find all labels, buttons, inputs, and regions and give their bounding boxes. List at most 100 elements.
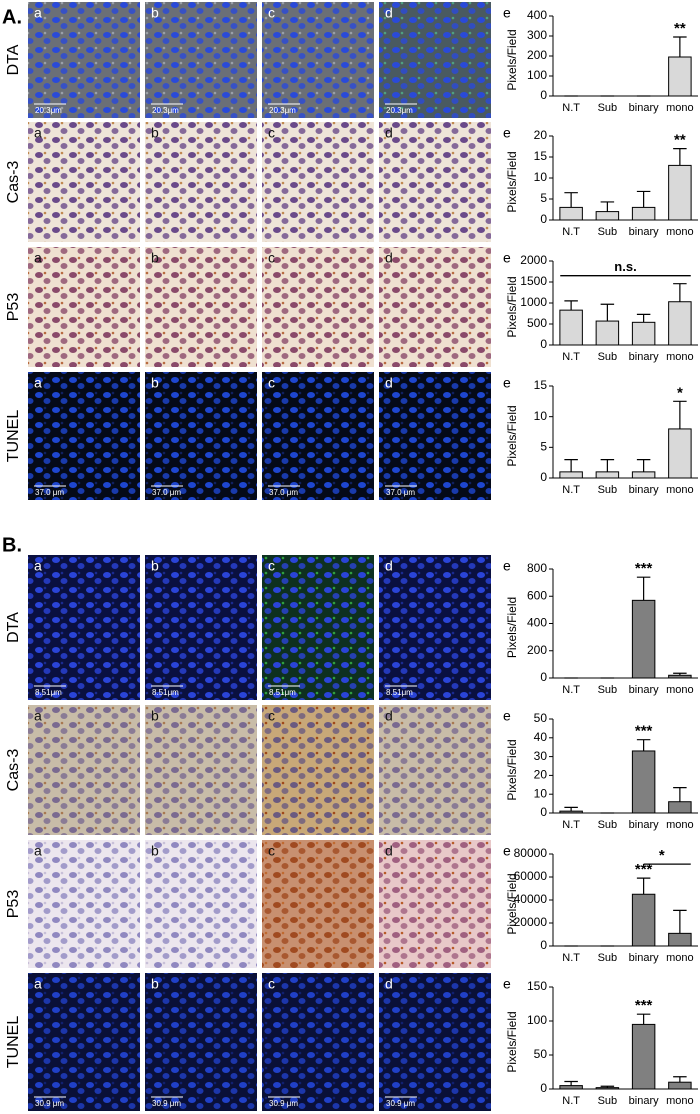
error-bar <box>600 1085 615 1088</box>
x-tick-label: binary <box>629 226 659 238</box>
y-tick-label: 20 <box>534 128 548 142</box>
y-tick-label: 200 <box>527 643 547 657</box>
panel-letter: c <box>268 843 275 859</box>
micrograph <box>262 973 374 1111</box>
section-label: A. <box>2 6 22 28</box>
y-tick-label: 10 <box>534 786 548 800</box>
error-bar <box>673 400 687 429</box>
micrograph <box>262 2 374 118</box>
x-tick-label: mono <box>666 684 694 696</box>
scale-bar-label: 37.0 μm <box>35 488 64 497</box>
y-tick-label: 2000 <box>520 253 547 267</box>
error-bar <box>600 201 615 212</box>
error-bar <box>636 313 651 323</box>
panel-letter: b <box>151 558 159 574</box>
x-tick-label: binary <box>629 351 659 363</box>
y-tick-label: 1500 <box>520 274 547 288</box>
annotation: *** <box>635 723 653 740</box>
micrograph <box>28 973 140 1111</box>
y-tick-label: 200 <box>527 48 547 62</box>
micrograph <box>262 840 374 968</box>
y-tick-label: 15 <box>534 149 548 163</box>
y-tick-label: 50 <box>534 1047 548 1061</box>
micrograph <box>262 705 374 835</box>
micrograph <box>28 372 140 500</box>
micrograph <box>28 122 140 242</box>
annotation: ** <box>674 132 686 149</box>
y-tick-label: 0 <box>540 337 547 351</box>
panel-letter: d <box>385 976 393 992</box>
bar <box>668 164 692 221</box>
y-tick-label: 100 <box>527 68 547 82</box>
x-tick-label: Sub <box>598 952 618 964</box>
error-bar <box>673 36 687 57</box>
y-tick-label: 150 <box>527 979 547 993</box>
micrograph <box>145 973 257 1111</box>
scale-bar-label: 20.3μm <box>386 106 413 115</box>
x-tick-label: N.T <box>562 819 580 831</box>
scale-bar-label: 30.9 μm <box>269 1099 298 1108</box>
error-bar <box>564 806 578 812</box>
row-label: Cas-3 <box>5 161 22 204</box>
micrograph <box>379 372 491 500</box>
x-tick-label: mono <box>666 484 694 496</box>
panel-letter: c <box>268 5 275 21</box>
y-tick-label: 0 <box>540 670 547 684</box>
x-tick-label: Sub <box>598 351 618 363</box>
y-tick-label: 5 <box>540 440 547 454</box>
y-axis-label: Pixels/Field <box>505 597 519 658</box>
y-tick-label: 300 <box>527 28 547 42</box>
panel-letter: a <box>34 250 42 266</box>
x-tick-label: Sub <box>598 226 618 238</box>
scale-bar-label: 8.51μm <box>269 688 296 697</box>
panel-letter: d <box>385 708 393 724</box>
micrograph <box>145 840 257 968</box>
micrograph <box>145 705 257 835</box>
scale-bar-label: 20.3μm <box>35 106 62 115</box>
y-axis-label: Pixels/Field <box>505 873 519 934</box>
error-bar <box>673 787 687 802</box>
micrograph <box>379 555 491 700</box>
x-tick-label: mono <box>666 351 694 363</box>
row-label: DTA <box>5 612 22 643</box>
bar <box>595 320 620 346</box>
panel-letter: c <box>268 976 275 992</box>
x-tick-label: binary <box>629 684 659 696</box>
micrograph <box>28 840 140 968</box>
annotation: * <box>659 847 665 864</box>
panel-letter: a <box>34 843 42 859</box>
error-bar <box>673 148 687 166</box>
annotation: *** <box>635 997 653 1014</box>
y-tick-label: 0 <box>540 88 547 102</box>
bar <box>668 56 692 97</box>
error-bar <box>673 672 687 676</box>
x-tick-label: N.T <box>562 484 580 496</box>
y-tick-label: 5 <box>540 191 547 205</box>
panel-letter: a <box>34 375 42 391</box>
error-bar <box>564 192 578 208</box>
row-label: TUNEL <box>5 410 22 463</box>
x-tick-label: Sub <box>598 484 618 496</box>
micrograph <box>145 122 257 242</box>
x-tick-label: N.T <box>562 1095 580 1107</box>
error-bar <box>636 877 651 895</box>
x-tick-label: binary <box>629 819 659 831</box>
row-label: Cas-3 <box>5 749 22 792</box>
panel-letter: e <box>503 558 511 574</box>
x-tick-label: binary <box>629 484 659 496</box>
scale-bar-label: 30.9 μm <box>152 1099 181 1108</box>
y-tick-label: 1000 <box>520 295 547 309</box>
bar <box>631 321 656 346</box>
micrograph <box>262 372 374 500</box>
x-tick-label: binary <box>629 1095 659 1107</box>
row-label: DTA <box>5 44 22 75</box>
panel-letter: d <box>385 558 393 574</box>
micrograph <box>28 555 140 700</box>
annotation: n.s. <box>614 259 636 274</box>
panel-letter: a <box>34 5 42 21</box>
x-tick-label: Sub <box>598 684 618 696</box>
bar <box>631 206 656 221</box>
x-tick-label: binary <box>629 952 659 964</box>
x-tick-label: N.T <box>562 952 580 964</box>
